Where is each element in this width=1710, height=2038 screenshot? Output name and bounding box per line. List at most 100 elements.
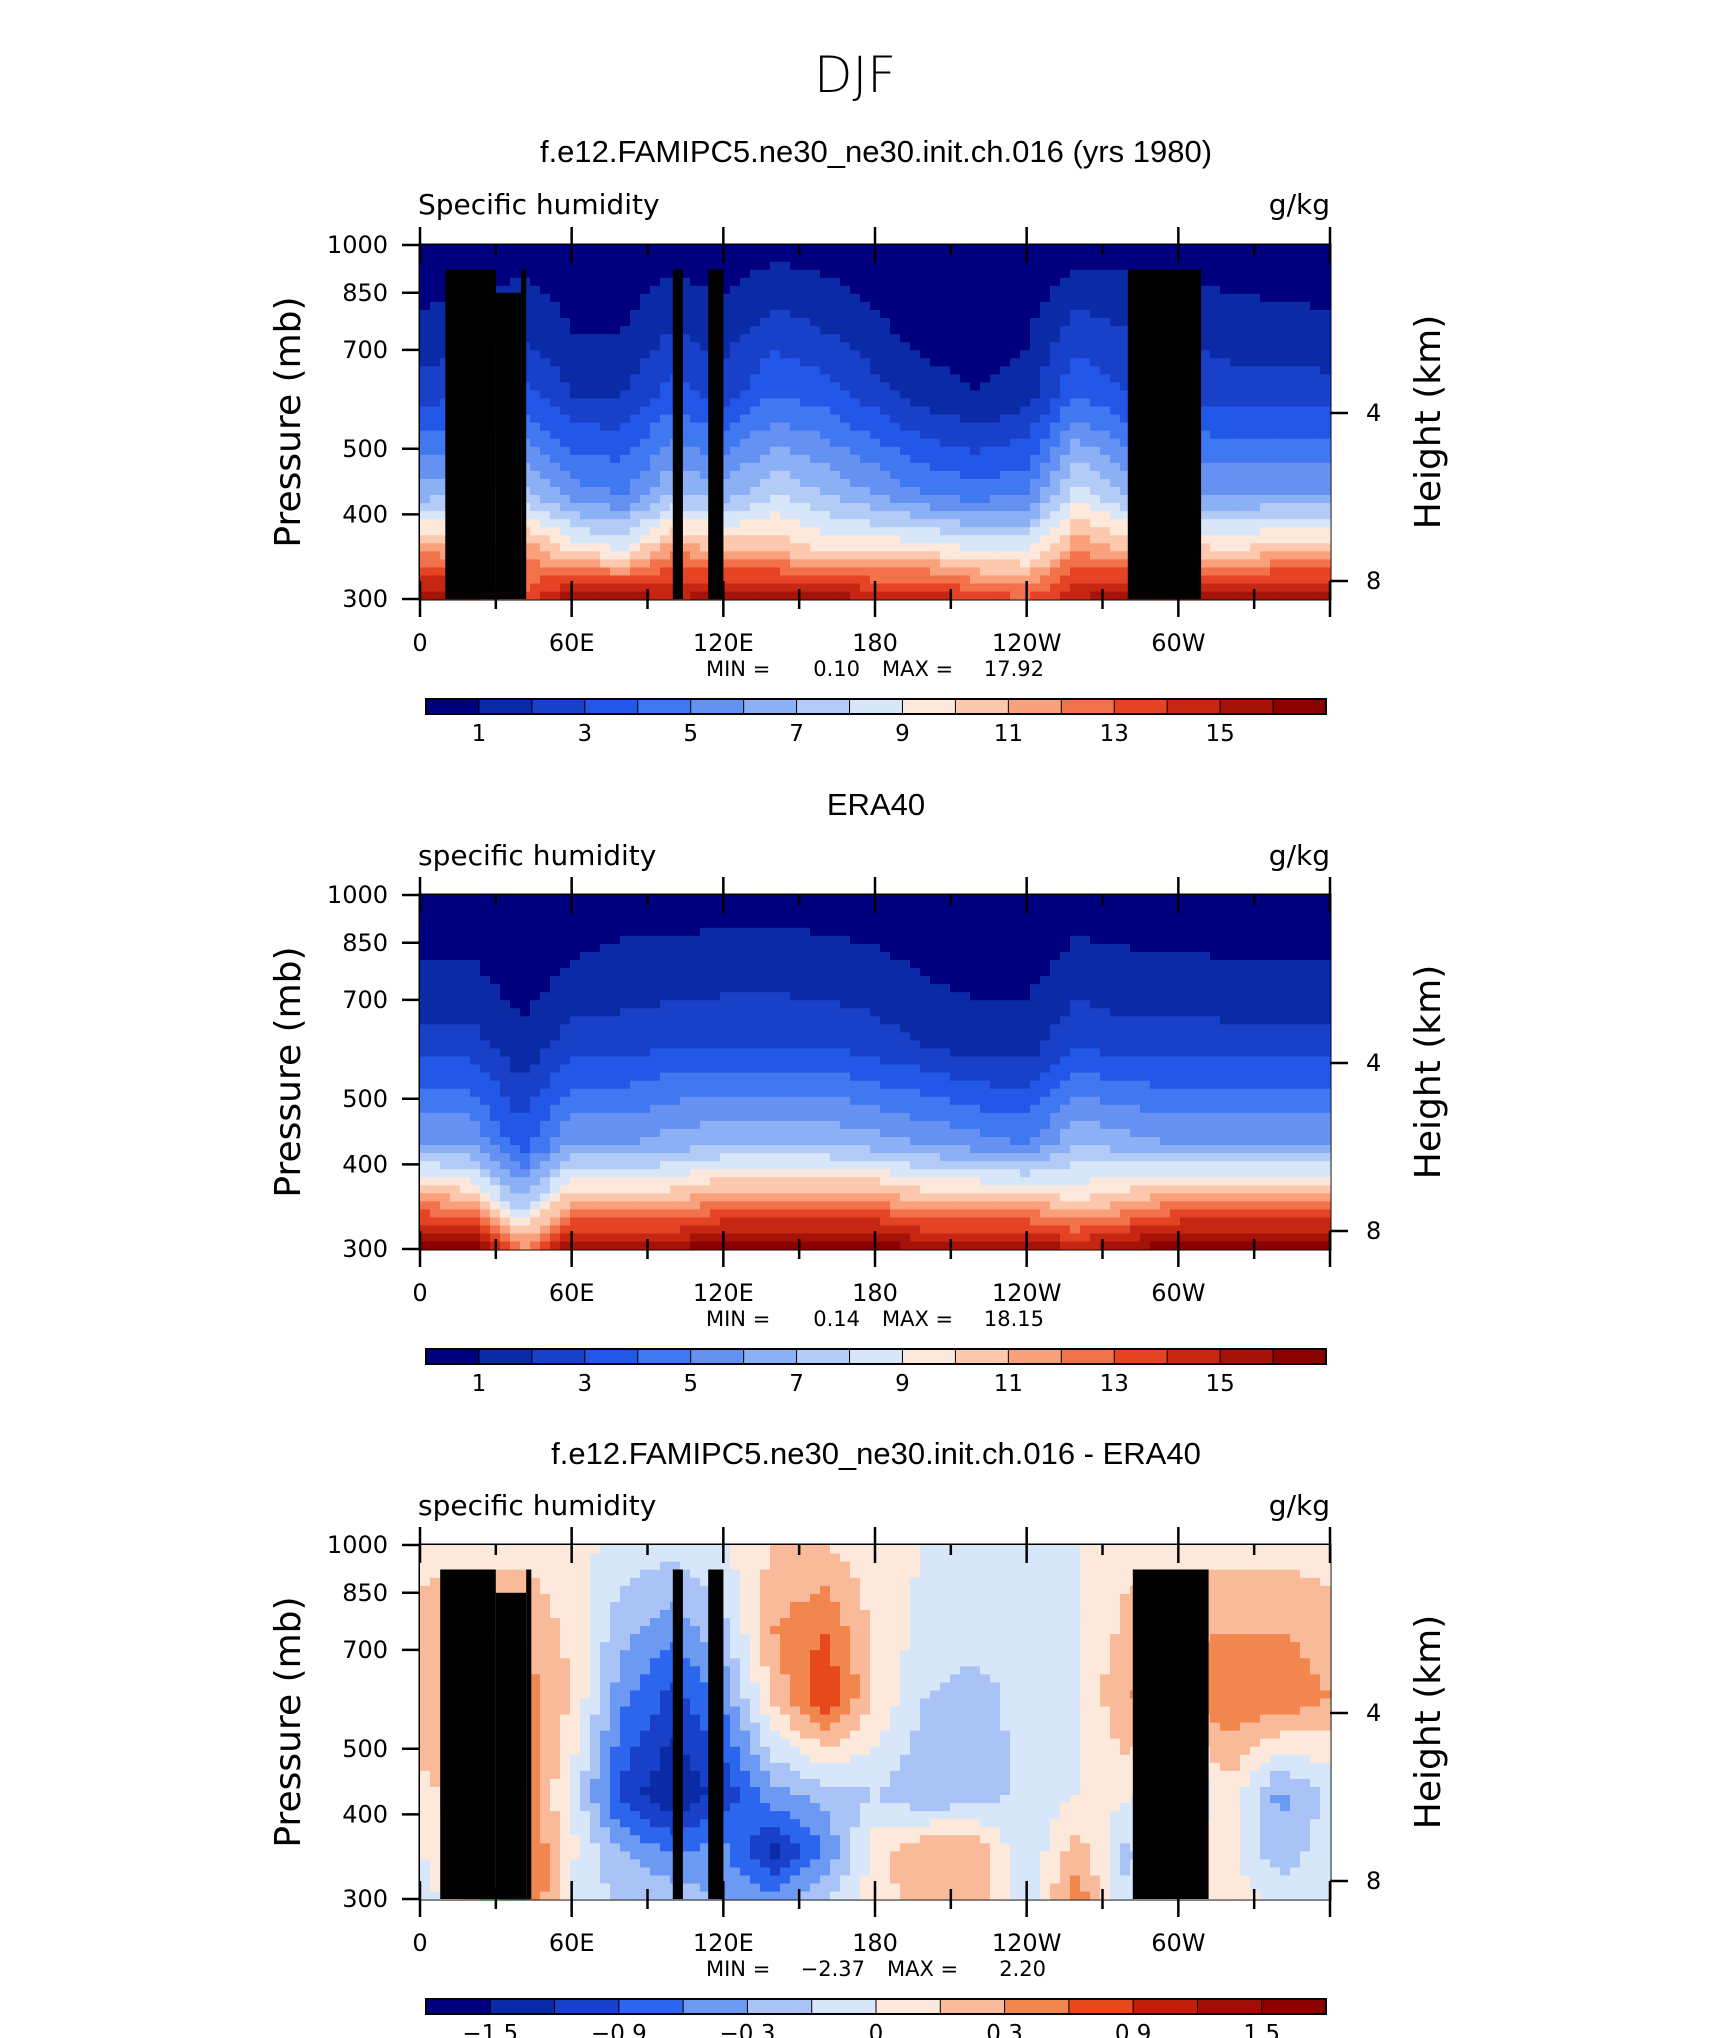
contour-cell — [860, 550, 871, 560]
contour-cell — [830, 462, 841, 471]
contour-cell — [950, 349, 961, 359]
contour-cell — [1070, 526, 1081, 536]
contour-cell — [1220, 253, 1231, 262]
contour-cell — [750, 534, 761, 544]
panel-1: f.e12.FAMIPC5.ne30_ne30.init.ch.016 (yrs… — [268, 134, 1449, 747]
contour-cell — [740, 526, 751, 536]
contour-cell — [1290, 542, 1301, 552]
contour-cell — [820, 405, 831, 415]
contour-cell — [650, 510, 661, 520]
contour-cell — [1280, 438, 1291, 447]
contour-cell — [1000, 422, 1011, 431]
contour-cell — [940, 486, 951, 496]
contour-cell — [440, 261, 451, 270]
contour-cell — [980, 413, 991, 423]
contour-cell — [1200, 293, 1211, 302]
contour-cell — [460, 253, 471, 262]
contour-cell — [790, 301, 801, 310]
contour-cell — [740, 1216, 751, 1226]
contour-cell — [1050, 534, 1061, 544]
colorbar-swatch — [637, 698, 692, 715]
contour-cell — [860, 542, 871, 552]
contour-cell — [540, 269, 551, 278]
contour-cell — [910, 1224, 921, 1234]
contour-cell — [720, 413, 731, 423]
contour-cell — [970, 486, 981, 496]
contour-cell — [780, 494, 791, 504]
contour-cell — [810, 462, 821, 471]
contour-cell — [980, 550, 991, 560]
contour-cell — [1210, 502, 1221, 512]
contour-cell — [580, 462, 591, 471]
contour-cell — [1300, 269, 1311, 278]
contour-cell — [990, 1208, 1001, 1218]
contour-cell — [630, 582, 641, 592]
contour-cell — [1030, 293, 1041, 302]
contour-cell — [1310, 397, 1321, 407]
contour-cell — [550, 301, 561, 310]
contour-cell — [990, 1224, 1001, 1234]
contour-cell — [1070, 357, 1081, 367]
contour-cell — [1030, 1192, 1041, 1202]
contour-cell — [550, 438, 561, 447]
contour-cell — [420, 301, 431, 310]
contour-cell — [1120, 1184, 1131, 1194]
contour-cell — [1320, 502, 1331, 512]
contour-cell — [870, 277, 881, 286]
contour-cell — [1240, 1224, 1251, 1234]
contour-cell — [590, 389, 601, 399]
contour-cell — [1110, 325, 1121, 335]
contour-cell — [1290, 325, 1301, 335]
contour-cell — [950, 430, 961, 439]
contour-cell — [1060, 454, 1071, 463]
contour-cell — [1110, 502, 1121, 512]
contour-cell — [1320, 526, 1331, 536]
contour-cell — [530, 245, 541, 254]
contour-cell — [910, 590, 921, 600]
contour-cell — [1210, 325, 1221, 335]
contour-cell — [730, 1240, 741, 1250]
contour-cell — [600, 486, 611, 496]
contour-cell — [890, 1192, 901, 1202]
contour-cell — [770, 494, 781, 504]
contour-cell — [830, 1240, 841, 1250]
contour-cell — [760, 333, 771, 343]
contour-cell — [490, 1208, 501, 1218]
longitude-tick-label: 60W — [1151, 629, 1205, 657]
contour-cell — [640, 1224, 651, 1234]
contour-cell — [1010, 365, 1021, 375]
contour-cell — [1020, 1208, 1031, 1218]
contour-cell — [910, 277, 921, 286]
contour-cell — [840, 357, 851, 367]
contour-cell — [950, 389, 961, 399]
contour-cell — [530, 341, 541, 351]
contour-cell — [970, 558, 981, 568]
contour-cell — [1070, 405, 1081, 415]
contour-cell — [600, 446, 611, 455]
contour-cell — [600, 462, 611, 471]
contour-cell — [740, 341, 751, 351]
contour-cell — [680, 277, 691, 286]
contour-cell — [790, 590, 801, 600]
contour-cell — [640, 454, 651, 463]
contour-cell — [1190, 1200, 1201, 1210]
contour-cell — [420, 397, 431, 407]
contour-cell — [750, 1208, 761, 1218]
contour-cell — [960, 293, 971, 302]
contour-cell — [540, 574, 551, 584]
contour-cell — [1060, 550, 1071, 560]
contour-cell — [950, 558, 961, 568]
contour-cell — [950, 381, 961, 391]
contour-cell — [1090, 430, 1101, 439]
contour-cell — [1000, 389, 1011, 399]
contour-cell — [1180, 1208, 1191, 1218]
contour-cell — [1250, 285, 1261, 294]
topography-block — [445, 269, 496, 599]
contour-cell — [910, 446, 921, 455]
contour-cell — [420, 574, 431, 584]
contour-cell — [440, 1168, 451, 1178]
contour-cell — [1050, 462, 1061, 471]
contour-cell — [900, 269, 911, 278]
contour-cell — [730, 526, 741, 536]
contour-cell — [1080, 357, 1091, 367]
